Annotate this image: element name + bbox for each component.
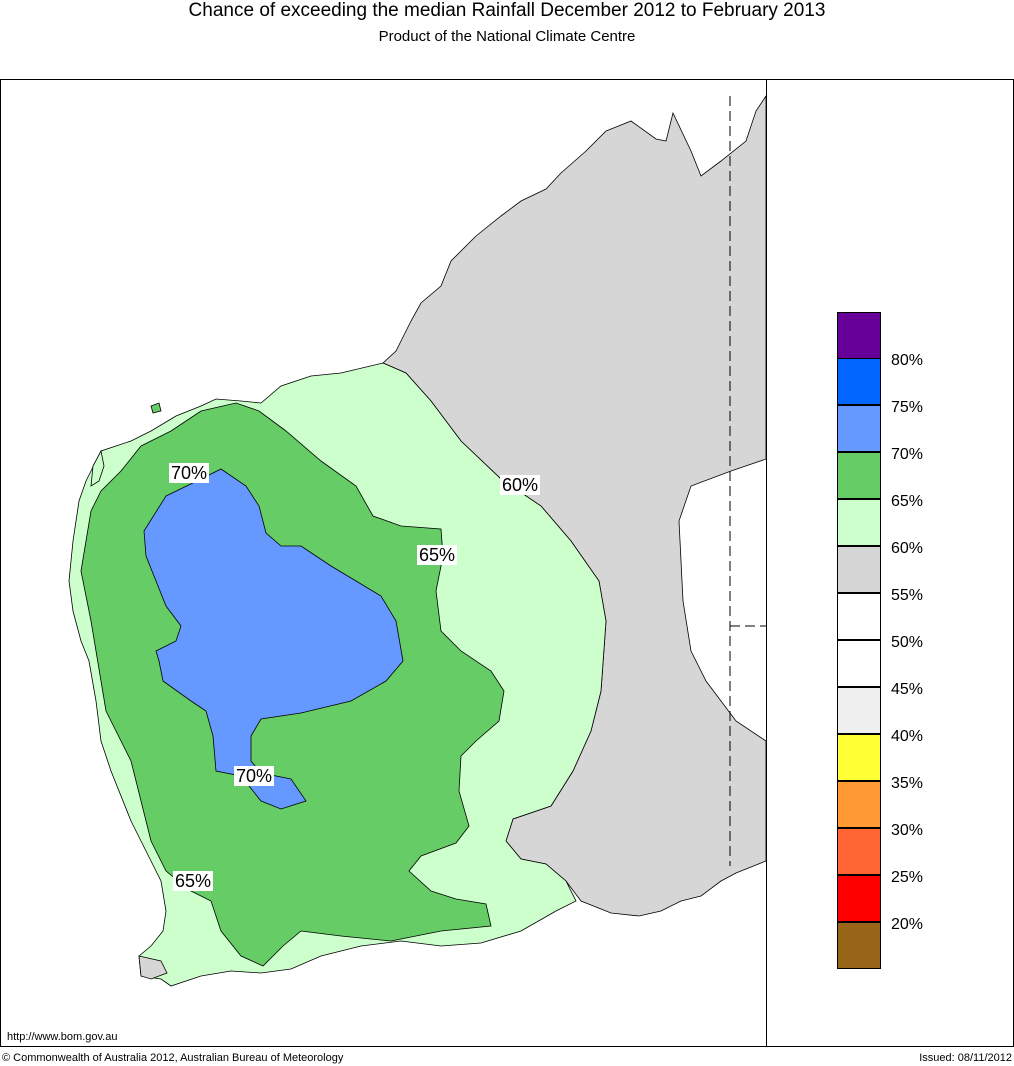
island [90,449,105,487]
map-canvas [68,95,766,987]
contour-label: 65% [173,871,214,891]
legend-label: 30% [891,822,924,839]
legend-label: 65% [891,493,924,510]
legend-swatch [837,828,881,875]
legend-label: 25% [891,869,924,886]
legend-label: 35% [891,775,924,792]
legend-label: 60% [891,540,924,557]
legend-label: 80% [891,352,924,369]
issued-date: Issued: 08/11/2012 [919,1052,1012,1064]
legend-swatch [837,452,881,499]
legend-swatch [837,593,881,640]
map-subtitle: Product of the National Climate Centre [378,28,636,45]
legend-swatch [837,781,881,828]
legend-label: 20% [891,916,924,933]
island [150,402,162,414]
legend-label: 50% [891,634,924,651]
legend-swatch [837,312,881,359]
contour-label: 60% [500,475,541,495]
legend-label: 75% [891,399,924,416]
contour-label: 70% [169,463,210,483]
contour-label: 70% [234,766,275,786]
source-url[interactable]: http://www.bom.gov.au [7,1031,118,1043]
legend-swatch [837,358,881,405]
legend-label: 40% [891,728,924,745]
copyright-notice: © Commonwealth of Australia 2012, Austra… [2,1052,344,1064]
legend-swatch [837,687,881,734]
legend-swatch [837,734,881,781]
legend-swatch [837,546,881,593]
legend-swatch [837,875,881,922]
legend-label: 70% [891,446,924,463]
legend-label: 55% [891,587,924,604]
legend-frame [766,79,1014,1047]
map-title: Chance of exceeding the median Rainfall … [188,0,826,21]
legend-swatch [837,922,881,969]
legend-swatch [837,405,881,452]
legend-swatch [837,499,881,546]
map-frame: 70% 65% 60% 70% 65% [0,79,767,1047]
legend-swatch [837,640,881,687]
contour-label: 65% [417,545,458,565]
legend-label: 45% [891,681,924,698]
zone-55-60-south [138,955,168,980]
